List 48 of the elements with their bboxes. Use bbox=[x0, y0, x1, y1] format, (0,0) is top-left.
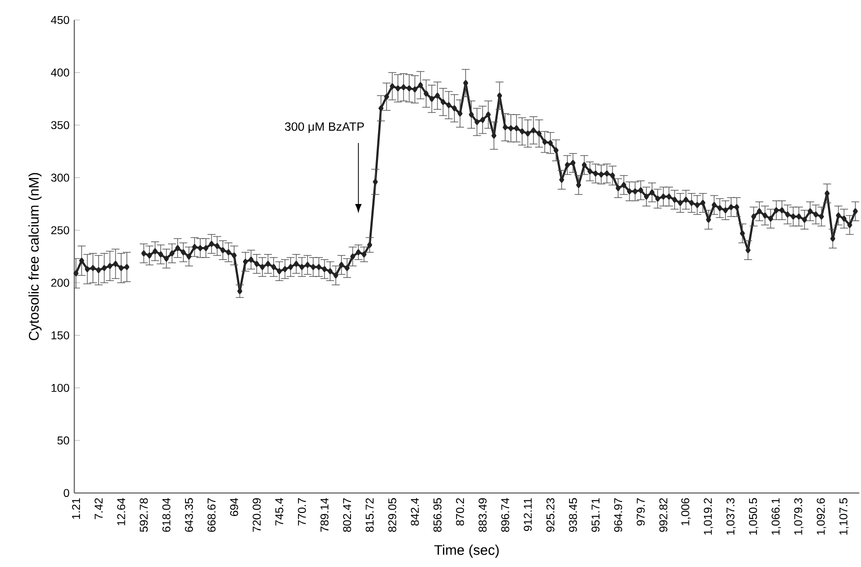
x-tick-label: 745.4 bbox=[275, 498, 284, 526]
x-tick-label: 1,019.2 bbox=[704, 498, 714, 535]
x-tick-label: 1,037.3 bbox=[726, 498, 736, 535]
y-tick-label: 50 bbox=[57, 436, 70, 444]
x-tick-label: 789.14 bbox=[320, 498, 328, 532]
x-tick-label: 1,006 bbox=[681, 498, 691, 526]
x-tick-label: 12.64 bbox=[117, 498, 126, 526]
y-tick-label: 350 bbox=[51, 121, 70, 130]
x-tick-label: 925.23 bbox=[546, 498, 554, 532]
y-tick-label: 450 bbox=[50, 16, 70, 24]
x-tick-label: 694 bbox=[230, 498, 238, 516]
x-tick-label: 770.7 bbox=[298, 498, 306, 526]
x-tick-label: 938.45 bbox=[568, 498, 577, 532]
y-tick-label: 200 bbox=[51, 278, 70, 287]
x-tick-label: 979.7 bbox=[636, 498, 645, 526]
x-tick-label: 1,079.3 bbox=[794, 498, 804, 535]
x-axis-title: Time (sec) bbox=[434, 544, 499, 558]
x-tick-label: 912.11 bbox=[524, 498, 532, 531]
x-tick-label: 883.49 bbox=[478, 498, 487, 532]
y-tick-label: 400 bbox=[50, 68, 70, 77]
x-tick-label: 668.67 bbox=[208, 498, 216, 532]
x-tick-label: 1.21 bbox=[72, 498, 80, 519]
annotation: 300 μM BzATP bbox=[284, 122, 364, 134]
x-tick-label: 842.4 bbox=[410, 498, 419, 526]
x-tick-label: 618.04 bbox=[162, 498, 170, 532]
x-tick-label: 829.05 bbox=[388, 498, 396, 532]
x-tick-label: 896.74 bbox=[501, 498, 510, 532]
x-tick-label: 1,107.5 bbox=[839, 498, 849, 535]
x-tick-label: 992.82 bbox=[659, 498, 668, 532]
x-tick-label: 951.71 bbox=[592, 498, 600, 532]
x-tick-label: 1,066.1 bbox=[772, 498, 781, 535]
y-tick-label: 250 bbox=[51, 226, 70, 234]
x-tick-label: 964.97 bbox=[614, 498, 622, 532]
x-tick-label: 7.42 bbox=[94, 498, 103, 520]
x-tick-label: 643.35 bbox=[184, 498, 193, 532]
x-tick-label: 592.78 bbox=[140, 498, 148, 532]
x-tick-label: 870.2 bbox=[456, 498, 464, 526]
y-tick-label: 0 bbox=[64, 488, 70, 497]
x-tick-label: 1,092.6 bbox=[816, 498, 826, 535]
y-tick-label: 300 bbox=[51, 174, 70, 182]
y-axis-title: Cytosolic free calcium (nM) bbox=[28, 172, 42, 340]
x-tick-label: 720.09 bbox=[252, 498, 261, 532]
x-tick-label: 1,050.5 bbox=[749, 498, 758, 535]
y-tick-label: 150 bbox=[52, 331, 70, 340]
x-tick-label: 802.47 bbox=[343, 498, 352, 532]
x-tick-label: 856.95 bbox=[433, 498, 442, 532]
x-tick-label: 815.72 bbox=[366, 498, 374, 532]
y-tick-label: 100 bbox=[52, 384, 70, 392]
